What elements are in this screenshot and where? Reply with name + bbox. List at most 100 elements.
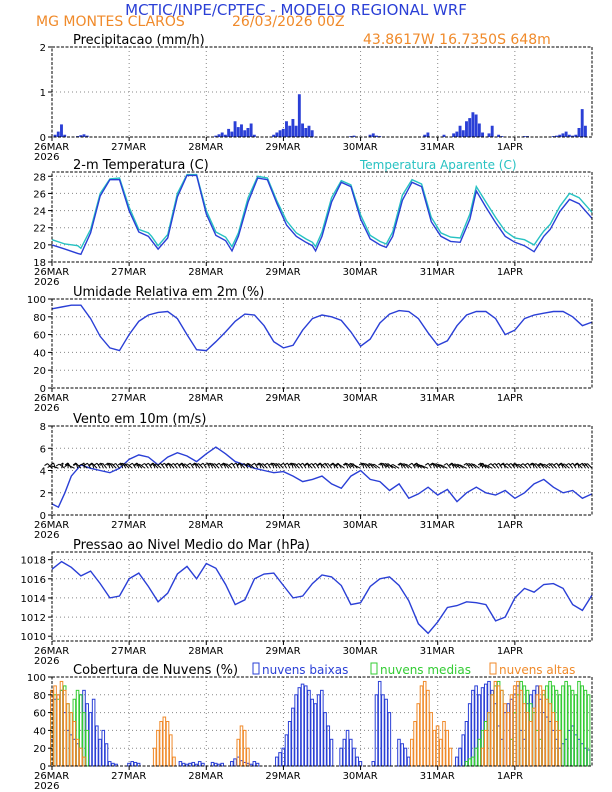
cloud-bar-nuvens-altas [172, 756, 176, 767]
wind-arrow-head [349, 463, 354, 467]
wind-arrow-head [64, 464, 68, 468]
cloud-bar-nuvens-altas [493, 680, 498, 767]
wind-arrow-head [117, 462, 122, 466]
wind-arrow [572, 462, 577, 469]
wind-arrow-head [220, 462, 225, 466]
y-tick-label: 80 [33, 313, 46, 324]
wind-arrow-head [97, 462, 102, 466]
wind-arrow [182, 463, 188, 469]
wind-arrow [551, 463, 558, 469]
wind-arrow-head [221, 462, 226, 466]
wind-arrow-head [479, 462, 484, 466]
wind-arrow [177, 462, 181, 469]
wind-arrow-head [524, 462, 529, 466]
wind-arrow-head [259, 463, 264, 467]
wind-arrow [298, 463, 304, 469]
wind-arrow-head [322, 462, 326, 466]
cloud-bar-nuvens-baixas [303, 685, 308, 767]
cloud-bar-nuvens-altas [538, 685, 543, 767]
wind-arrow-head [174, 462, 178, 466]
cloud-bar-nuvens-altas [445, 729, 449, 767]
cloud-bar-nuvens-altas [490, 694, 494, 767]
cloud-bar-nuvens-altas [53, 685, 57, 767]
wind-arrow [214, 463, 220, 469]
cloud-bar-nuvens-altas [410, 738, 414, 767]
wind-arrow-head [584, 463, 588, 467]
x-year-label: 2026 [34, 152, 59, 163]
wind-arrow-head [78, 463, 82, 467]
wind-arrow-head [150, 463, 154, 467]
wind-arrow-head [413, 463, 418, 467]
x-tick-label: 28MAR [188, 393, 223, 404]
wind-arrow [189, 462, 194, 469]
cloud-bar-nuvens-baixas [384, 698, 388, 767]
x-tick-label: 31MAR [420, 393, 455, 404]
wind-arrow-head [512, 463, 517, 467]
wind-arrow-head [479, 464, 484, 467]
precip-bar [474, 114, 478, 137]
cloud-bar-nuvens-baixas [403, 747, 408, 767]
wind-arrow-head [317, 462, 321, 466]
cloud-bar-nuvens-baixas [101, 729, 106, 767]
cloud-bar-nuvens-baixas [104, 743, 109, 767]
cloud-bar-nuvens-baixas [275, 756, 279, 767]
cloud-bar-nuvens-baixas [217, 763, 221, 767]
cloud-bar-nuvens-baixas [178, 761, 183, 767]
precip-bar [442, 134, 446, 137]
precip-bar [281, 128, 285, 137]
wind-arrow [564, 463, 570, 469]
x-tick-label: 30MAR [343, 393, 378, 404]
wind-arrow-head [112, 462, 116, 466]
wind-arrow-head [529, 462, 533, 466]
wind-arrow-head [330, 463, 334, 467]
wind-arrow-head [256, 462, 260, 466]
wind-arrow-head [192, 462, 197, 466]
cloud-bar-nuvens-altas [551, 712, 556, 767]
y-tick-label: 8 [40, 422, 46, 433]
precip-bar [574, 134, 578, 137]
cloud-bar-nuvens-baixas [387, 712, 392, 767]
cloud-bar-nuvens-baixas [185, 763, 189, 767]
precip-bar [307, 125, 311, 137]
cloud-bar-nuvens-baixas [88, 712, 93, 767]
legend-entry: nuvens medias [380, 663, 471, 677]
cloud-bar-nuvens-altas [442, 721, 446, 767]
y-tick-label: 0 [40, 762, 46, 773]
wind-arrow-head [477, 462, 482, 466]
precip-bar [461, 130, 465, 137]
x-tick-label: 27MAR [111, 393, 146, 404]
panel-temp: 18 20 22 24 26 28 26MAR 27MAR 28MAR 29MAR 30MAR 31M… [33, 158, 593, 288]
precip-bar [288, 125, 292, 137]
y-tick-label: 1 [40, 88, 46, 99]
precip-bar [577, 128, 581, 137]
wind-arrow-head [93, 462, 98, 466]
wind-arrow [533, 463, 538, 469]
wind-arrow-head [88, 462, 93, 466]
precip-bar [272, 134, 276, 137]
wind-arrow-head [170, 462, 174, 466]
y-tick-label: 1016 [21, 575, 46, 586]
y-tick-label: 0 [40, 384, 46, 395]
wind-arrow [81, 463, 88, 469]
cloud-bar-nuvens-medias [583, 689, 588, 767]
cloud-bar-nuvens-altas [535, 694, 539, 767]
wind-arrow-head [105, 462, 109, 466]
cloud-bar-nuvens-baixas [316, 694, 321, 767]
wind-arrow-head [216, 462, 220, 466]
wind-arrow [561, 463, 567, 469]
wind-arrow-head [424, 462, 429, 466]
cloud-bar-nuvens-baixas [455, 756, 459, 767]
cloud-bar-nuvens-altas [416, 703, 421, 767]
precip-bar [468, 118, 472, 137]
cloud-bar-nuvens-baixas [197, 761, 202, 767]
wind-arrow [373, 463, 381, 469]
x-tick-label: 1APR [497, 771, 523, 782]
cloud-bar-nuvens-medias [567, 685, 572, 767]
precip-bar [423, 134, 427, 137]
wind-arrow-head [204, 462, 209, 466]
cloud-bar-nuvens-altas [152, 747, 157, 767]
wind-arrow-head [240, 462, 245, 466]
cloud-bar-nuvens-baixas [323, 712, 327, 767]
x-tick-label: 28MAR [188, 267, 223, 278]
